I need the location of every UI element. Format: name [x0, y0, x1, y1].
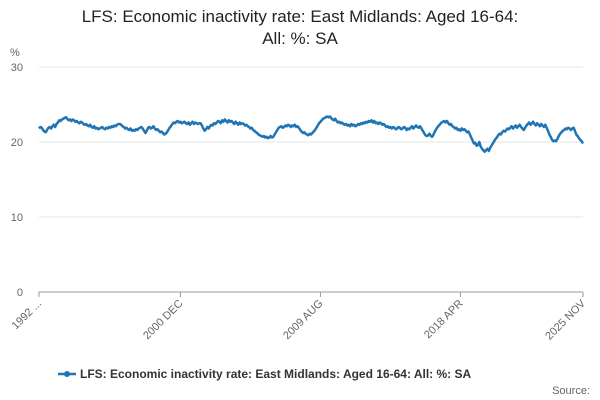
source-label: Source:	[552, 385, 590, 397]
y-tick-label: 20	[11, 137, 23, 149]
chart-title: LFS: Economic inactivity rate: East Midl…	[82, 7, 519, 26]
legend-item: LFS: Economic inactivity rate: East Midl…	[58, 367, 472, 381]
legend-label: LFS: Economic inactivity rate: East Midl…	[80, 367, 472, 381]
y-tick-label: 0	[17, 287, 23, 299]
legend-marker	[64, 371, 70, 377]
data-line	[38, 115, 585, 153]
y-axis-label: %	[10, 47, 20, 59]
x-tick-label: 2025 NOV	[543, 297, 588, 342]
y-tick-label: 10	[11, 212, 23, 224]
x-tick-label: 1992 ...	[10, 298, 44, 332]
x-tick-label: 2000 DEC	[141, 298, 185, 342]
chart-title: All: %: SA	[262, 29, 338, 48]
x-tick-label: 2018 APR	[422, 298, 466, 342]
x-tick-label: 2009 AUG	[281, 298, 325, 342]
y-tick-label: 30	[11, 62, 23, 74]
